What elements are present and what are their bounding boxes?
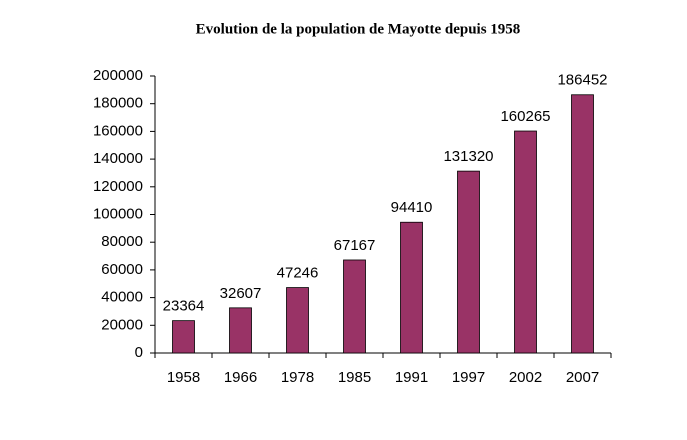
bar: [457, 170, 480, 354]
x-tick-label: 1978: [281, 369, 314, 386]
y-tick-label: 120000: [93, 178, 143, 195]
x-tick-label: 2007: [566, 369, 599, 386]
data-label: 23364: [163, 298, 205, 315]
y-tick-label: 40000: [101, 289, 143, 306]
bar: [229, 307, 252, 354]
data-label: 47246: [277, 265, 319, 282]
y-tick-label: 60000: [101, 261, 143, 278]
x-tick-label: 1991: [395, 369, 428, 386]
data-label: 131320: [443, 148, 493, 165]
y-tick-label: 200000: [93, 67, 143, 84]
bar: [514, 130, 537, 354]
bar: [172, 320, 195, 354]
x-tick-label: 1985: [338, 369, 371, 386]
data-label: 186452: [557, 72, 607, 89]
y-tick-label: 140000: [93, 150, 143, 167]
x-tick-label: 1997: [452, 369, 485, 386]
y-tick-label: 100000: [93, 205, 143, 222]
bar: [343, 259, 366, 354]
bar: [400, 221, 423, 354]
x-tick-label: 2002: [509, 369, 542, 386]
y-tick-label: 80000: [101, 233, 143, 250]
y-tick-label: 180000: [93, 95, 143, 112]
bar: [571, 94, 594, 354]
bar: [286, 287, 309, 354]
data-label: 32607: [220, 285, 262, 302]
chart-title: Evolution de la population de Mayotte de…: [196, 21, 521, 37]
y-tick-label: 20000: [101, 316, 143, 333]
x-tick-label: 1958: [167, 369, 200, 386]
data-label: 94410: [391, 199, 433, 216]
data-label: 160265: [500, 108, 550, 125]
y-tick-label: 160000: [93, 122, 143, 139]
data-label: 67167: [334, 237, 376, 254]
x-tick-label: 1966: [224, 369, 257, 386]
y-tick-label: 0: [135, 344, 143, 361]
